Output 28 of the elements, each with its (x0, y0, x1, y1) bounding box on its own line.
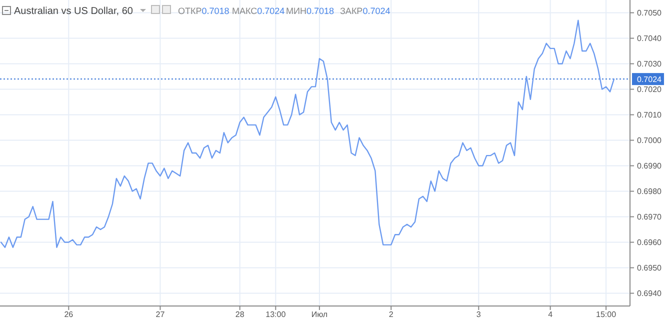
y-tick-label: 0.6980 (637, 187, 662, 196)
x-tick-label: 28 (235, 310, 245, 319)
x-tick-label: 26 (64, 310, 74, 319)
x-tick-label: Июл (311, 310, 328, 319)
x-tick-label: 4 (548, 310, 554, 319)
x-tick-label: 27 (156, 310, 166, 319)
y-tick-label: 0.6940 (637, 289, 662, 298)
annotation: ОТКР0.7018 (178, 6, 230, 16)
y-tick-label: 0.7000 (637, 136, 662, 146)
annotation: ЗАКР0.7024 (340, 6, 390, 16)
y-tick-label: 0.6990 (637, 162, 662, 171)
y-tick-label: 0.7030 (637, 60, 662, 69)
x-tick-label: 2 (388, 310, 394, 319)
y-tick-label: 0.7020 (637, 85, 662, 94)
y-tick-label: 0.7040 (637, 34, 662, 44)
annotation: МАКС0.7024 (232, 6, 285, 16)
ref-line-label: 0.7024 (637, 74, 662, 84)
line-series (0, 20, 615, 248)
y-tick-label: 0.6950 (637, 264, 662, 273)
y-tick-label: 0.7010 (637, 110, 662, 120)
x-tick-label: 3 (476, 310, 482, 319)
y-tick-label: 0.6960 (637, 238, 662, 248)
x-tick-label: 13:00 (266, 310, 286, 319)
text: Australian vs US Dollar, 60 (14, 6, 134, 17)
x-tick-label: 15:00 (596, 310, 617, 319)
y-tick-label: 0.7050 (637, 8, 662, 18)
annotation: МИН0.7018 (286, 6, 334, 16)
y-tick-label: 0.6970 (637, 212, 662, 222)
